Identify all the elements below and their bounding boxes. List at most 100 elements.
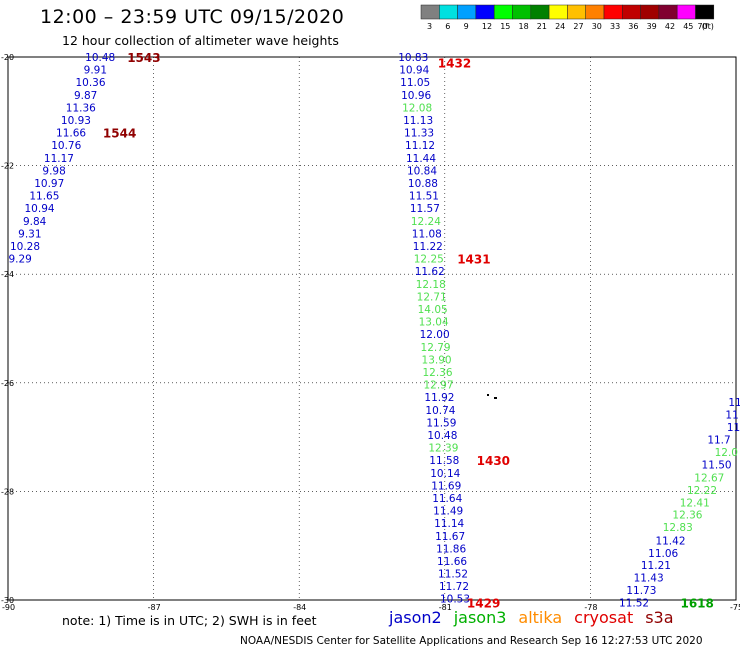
value-label: 12.18	[416, 279, 446, 291]
color-scale-label: 30	[592, 22, 602, 31]
pass-number-label: 1618	[680, 597, 713, 611]
value-label: 10.96	[401, 90, 431, 102]
x-tick-label: -84	[293, 603, 306, 612]
value-label: 12.36	[672, 510, 702, 522]
value-label: 11.50	[702, 459, 732, 471]
value-label: 11.52	[619, 598, 649, 610]
satellite-legend: jason2 jason3 altika cryosat s3a	[389, 608, 686, 627]
color-swatch	[695, 4, 715, 20]
value-label: 10.84	[407, 165, 437, 177]
color-scale-unit: (ft)	[702, 22, 714, 31]
color-scale-label: 21	[537, 22, 547, 31]
color-scale-label: 42	[665, 22, 675, 31]
value-label: 12.39	[428, 442, 458, 454]
color-swatch	[457, 4, 477, 20]
color-swatch	[585, 4, 605, 20]
color-scale-label: 3	[427, 22, 432, 31]
grid-lines	[8, 57, 736, 600]
chart-subtitle: 12 hour collection of altimeter wave hei…	[62, 33, 339, 48]
value-label: 11.52	[438, 568, 468, 580]
chart-title: 12:00 – 23:59 UTC 09/15/2020	[40, 6, 345, 28]
color-scale-label: 12	[482, 22, 492, 31]
value-label: 11.44	[406, 153, 436, 165]
pass-number-label: 1429	[467, 597, 500, 611]
stray-mark	[487, 394, 489, 396]
value-label: 11.49	[433, 505, 463, 517]
color-swatch	[439, 4, 458, 20]
value-label: 10.94	[399, 64, 429, 76]
value-label: 10.83	[398, 52, 428, 64]
value-label: 9.87	[74, 90, 97, 102]
value-label: 11.22	[413, 241, 443, 253]
value-label: 12.41	[680, 497, 710, 509]
pass-number-label: 1544	[103, 126, 136, 140]
color-swatch	[622, 4, 641, 20]
color-swatch	[548, 4, 568, 20]
value-label: 11.51	[409, 190, 439, 202]
value-label: 9.29	[8, 253, 31, 265]
color-swatch	[640, 4, 660, 20]
value-label: 12.22	[687, 485, 717, 497]
value-label: 9.98	[42, 165, 65, 177]
color-swatch	[475, 4, 495, 20]
value-label: 10.48	[427, 430, 457, 442]
value-label: 10.97	[34, 178, 64, 190]
stray-mark	[494, 397, 497, 399]
value-label: 12.0	[715, 447, 738, 459]
value-label: 12.08	[402, 102, 432, 114]
pass-number-label: 1543	[127, 51, 160, 65]
data-labels: 10.489.9110.369.8711.3610.9311.6610.7611…	[8, 52, 740, 610]
value-label: 11.05	[400, 77, 430, 89]
value-label: 11.36	[66, 102, 96, 114]
value-label: 11.69	[431, 480, 461, 492]
value-label: 11.67	[435, 531, 465, 543]
value-label: 11.06	[648, 548, 678, 560]
color-scale-label: 15	[500, 22, 510, 31]
value-label: 11.08	[412, 228, 442, 240]
color-scale-label: 36	[628, 22, 638, 31]
value-label: 12.25	[414, 253, 444, 265]
credit-line: NOAA/NESDIS Center for Satellite Applica…	[240, 635, 703, 647]
value-label: 11.73	[626, 585, 656, 597]
x-tick-label: -90	[2, 603, 15, 612]
value-label: 10.74	[425, 405, 455, 417]
value-label: 11.66	[56, 127, 86, 139]
color-swatch	[567, 4, 586, 20]
value-label: 11.62	[415, 266, 445, 278]
y-tick-label: -30	[1, 596, 14, 605]
value-label: 10.76	[51, 140, 81, 152]
value-label: 11.72	[439, 581, 469, 593]
pass-number-label: 1431	[457, 252, 490, 266]
color-scale-label: 24	[555, 22, 565, 31]
y-tick-label: -28	[1, 487, 14, 496]
color-swatch	[530, 4, 550, 20]
color-scale-label: 33	[610, 22, 620, 31]
value-label: 12.67	[694, 472, 724, 484]
value-label: 11.66	[437, 556, 467, 568]
value-label: 12.97	[423, 379, 453, 391]
value-label: 10.53	[440, 593, 470, 605]
value-label: 11.59	[426, 417, 456, 429]
color-scale: 3 6 9 12 15 18 21 24 27 30 33 36 39 42 45 70(ft)	[420, 4, 715, 31]
pass-labels: 1543 1544 1432 1431 1430 1429 1618	[103, 51, 714, 611]
legend-item-cryosat: cryosat	[574, 608, 634, 627]
value-label: 14.05	[418, 304, 448, 316]
color-swatch	[603, 4, 623, 20]
value-label: 10.14	[430, 468, 460, 480]
value-label: 10.94	[25, 203, 55, 215]
pass-number-label: 1430	[477, 454, 510, 468]
color-swatch	[493, 4, 513, 20]
value-label: 10.28	[10, 241, 40, 253]
value-label: 11.33	[404, 127, 434, 139]
legend-item-jason3: jason3	[453, 608, 507, 627]
value-label: 11.65	[29, 190, 59, 202]
y-tick-label: -26	[1, 379, 14, 388]
value-label: 10.36	[75, 77, 105, 89]
color-swatch	[658, 4, 678, 20]
value-label: 10.88	[408, 178, 438, 190]
plot-frame	[7, 56, 737, 601]
value-label: 12.79	[421, 342, 451, 354]
color-scale-label: 45	[683, 22, 693, 31]
legend-item-altika: altika	[518, 608, 563, 627]
footer-note: note: 1) Time is in UTC; 2) SWH is in fe…	[62, 613, 317, 628]
